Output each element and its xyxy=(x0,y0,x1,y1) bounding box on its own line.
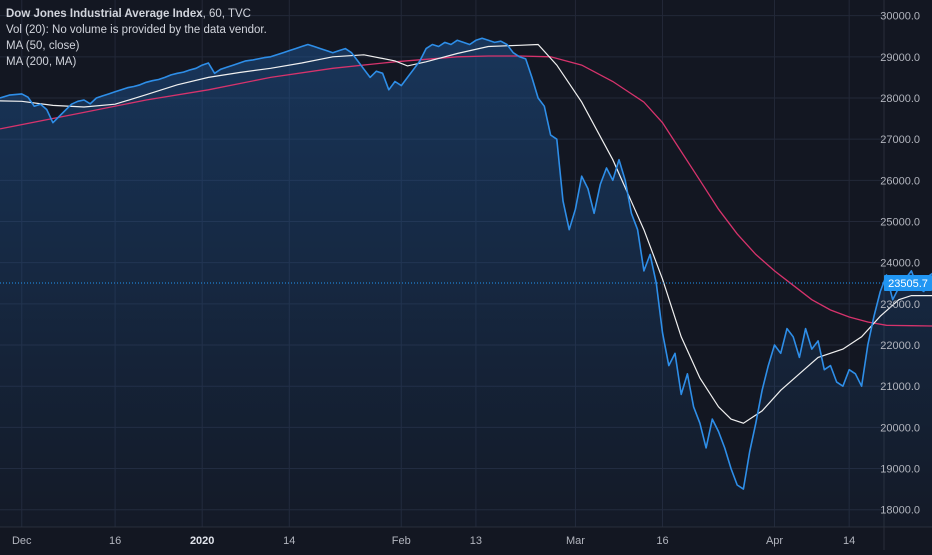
price-line xyxy=(0,37,932,490)
ma50-indicator-label[interactable]: MA (50, close) xyxy=(6,40,80,52)
y-tick-label: 25000.0 xyxy=(880,217,920,229)
series-group xyxy=(0,37,932,527)
x-tick-label: Apr xyxy=(766,535,783,547)
volume-indicator-label[interactable]: Vol (20): No volume is provided by the d… xyxy=(6,24,267,36)
chart-legend: Dow Jones Industrial Average Index, 60, … xyxy=(6,6,267,70)
x-tick-label: 14 xyxy=(283,535,295,547)
interval-source: , 60, TVC xyxy=(202,8,251,20)
x-axis[interactable]: Dec 16 2020 14 Feb 13 Mar 16 Apr 14 xyxy=(12,535,855,547)
x-tick-label: 13 xyxy=(470,535,482,547)
y-axis[interactable]: 18000.0 19000.0 20000.0 21000.0 22000.0 23000… xyxy=(880,11,932,517)
y-tick-label: 24000.0 xyxy=(880,258,920,270)
last-price-badge xyxy=(884,275,932,292)
y-tick-label: 27000.0 xyxy=(880,134,920,146)
y-tick-label: 19000.0 xyxy=(880,464,920,476)
y-tick-label: 28000.0 xyxy=(880,93,920,105)
y-tick-label: 26000.0 xyxy=(880,175,920,187)
ma200-line xyxy=(0,55,932,327)
x-tick-label: Feb xyxy=(392,535,411,547)
symbol-title[interactable]: Dow Jones Industrial Average Index xyxy=(6,8,203,20)
y-tick-label: 30000.0 xyxy=(880,11,920,23)
x-tick-label: 16 xyxy=(109,535,121,547)
y-tick-label: 20000.0 xyxy=(880,422,920,434)
y-tick-label: 22000.0 xyxy=(880,340,920,352)
last-price-label: 23505.7 xyxy=(888,278,928,290)
x-tick-label: 14 xyxy=(843,535,855,547)
x-tick-label: 16 xyxy=(656,535,668,547)
y-tick-label: 18000.0 xyxy=(880,505,920,517)
ma50-line xyxy=(0,43,932,424)
x-tick-label: 2020 xyxy=(190,535,214,547)
symbol-title-line[interactable]: Dow Jones Industrial Average Index, 60, … xyxy=(6,6,267,22)
ma200-indicator-label[interactable]: MA (200, MA) xyxy=(6,56,77,68)
y-tick-label: 21000.0 xyxy=(880,381,920,393)
y-tick-label: 29000.0 xyxy=(880,52,920,64)
x-tick-label: Mar xyxy=(566,535,585,547)
x-tick-label: Dec xyxy=(12,535,32,547)
y-tick-label: 23000.0 xyxy=(880,299,920,311)
